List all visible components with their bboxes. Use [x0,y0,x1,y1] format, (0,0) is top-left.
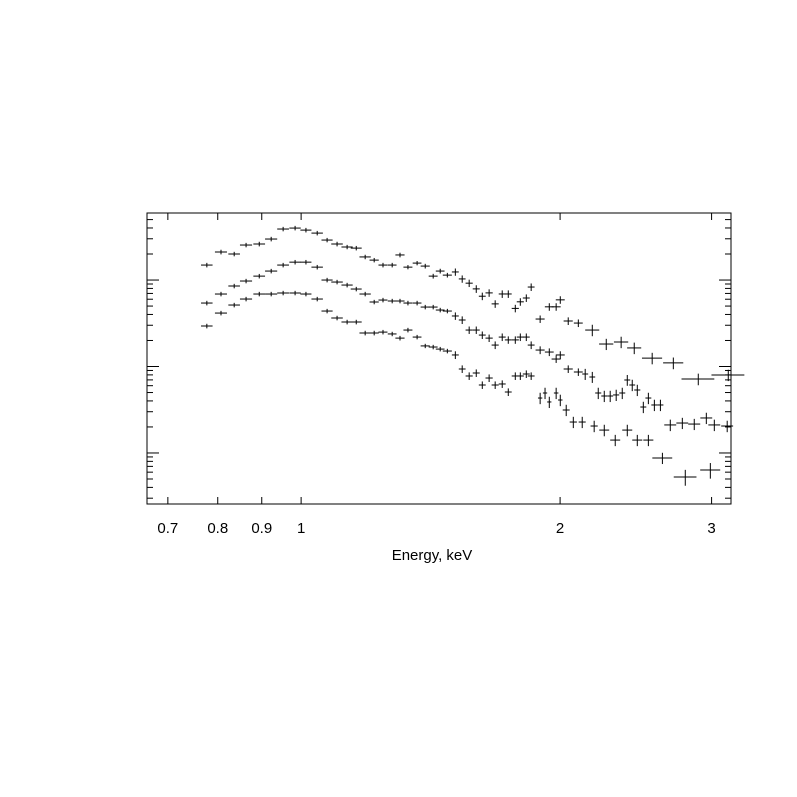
x-tick-label: 1 [297,520,305,537]
x-tick-label: 0.7 [157,520,178,537]
x-tick-label: 3 [707,520,715,537]
x-tick-label: 0.8 [207,520,228,537]
x-axis-label: Energy, keV [392,547,473,564]
x-tick-label: 0.9 [251,520,272,537]
plot-frame [146,212,732,505]
x-tick-label: 2 [556,520,564,537]
